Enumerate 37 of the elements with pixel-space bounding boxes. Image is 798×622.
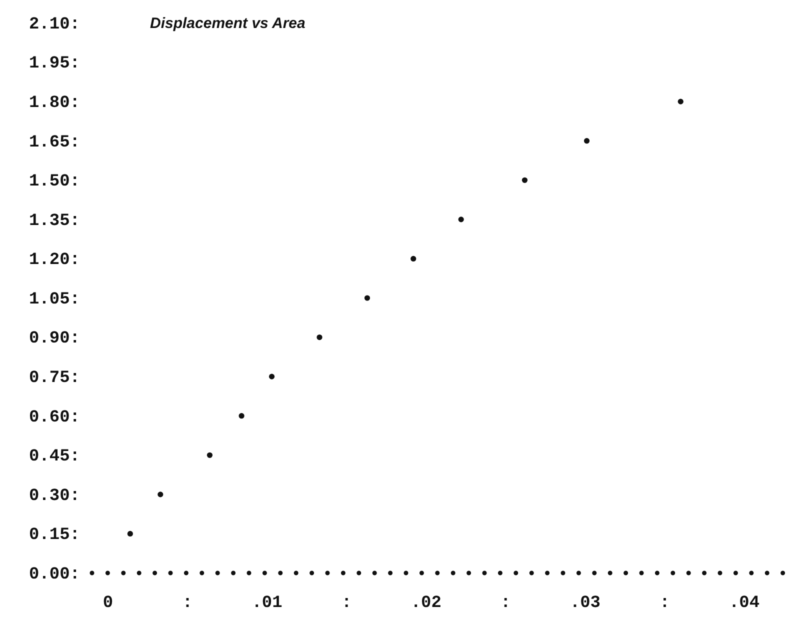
y-tick-label: 1.95: [28, 54, 80, 74]
point [458, 216, 464, 222]
y-tick-label: 0.90: [28, 330, 80, 349]
y-tick-label: 0.30: [28, 486, 80, 506]
y-tick-label: 0.00: [28, 565, 80, 584]
x-tick-label: 0 [102, 594, 114, 614]
y-tick-label: 1.80: [28, 94, 80, 114]
point [410, 256, 416, 262]
point [522, 177, 528, 183]
x-tick-label: .03 [570, 594, 600, 614]
y-tick-label: 1.65: [28, 133, 80, 152]
x-tick-label: : [500, 594, 511, 614]
point [127, 530, 133, 537]
point [316, 334, 322, 340]
y-tick-label: 0.15: [28, 526, 80, 546]
y-tick-label: 0.60: [28, 408, 80, 428]
y-tick-label: 0.45: [28, 448, 80, 467]
point [268, 374, 275, 380]
x-tick-label: .02 [410, 594, 442, 614]
point [158, 492, 164, 498]
x-tick-label: : [182, 594, 193, 614]
y-tick-label: 2.10: [28, 15, 80, 34]
point [238, 413, 244, 419]
y-tick-label: 1.35: [28, 212, 80, 231]
point [364, 295, 370, 301]
chart-title: Displacement vs Area [150, 15, 306, 32]
x-tick-label: .04 [728, 594, 760, 614]
x-tick-label: : [660, 594, 670, 614]
point [584, 138, 590, 144]
point [678, 98, 684, 104]
y-tick-label: 0.75: [28, 369, 80, 388]
x-tick-label: .01 [252, 594, 282, 614]
y-tick-label: 1.20: [28, 251, 80, 270]
y-tick-label: 1.05: [28, 290, 80, 310]
y-tick-label: 1.50: [28, 172, 80, 192]
x-tick-label: : [341, 594, 352, 614]
point [206, 452, 213, 458]
